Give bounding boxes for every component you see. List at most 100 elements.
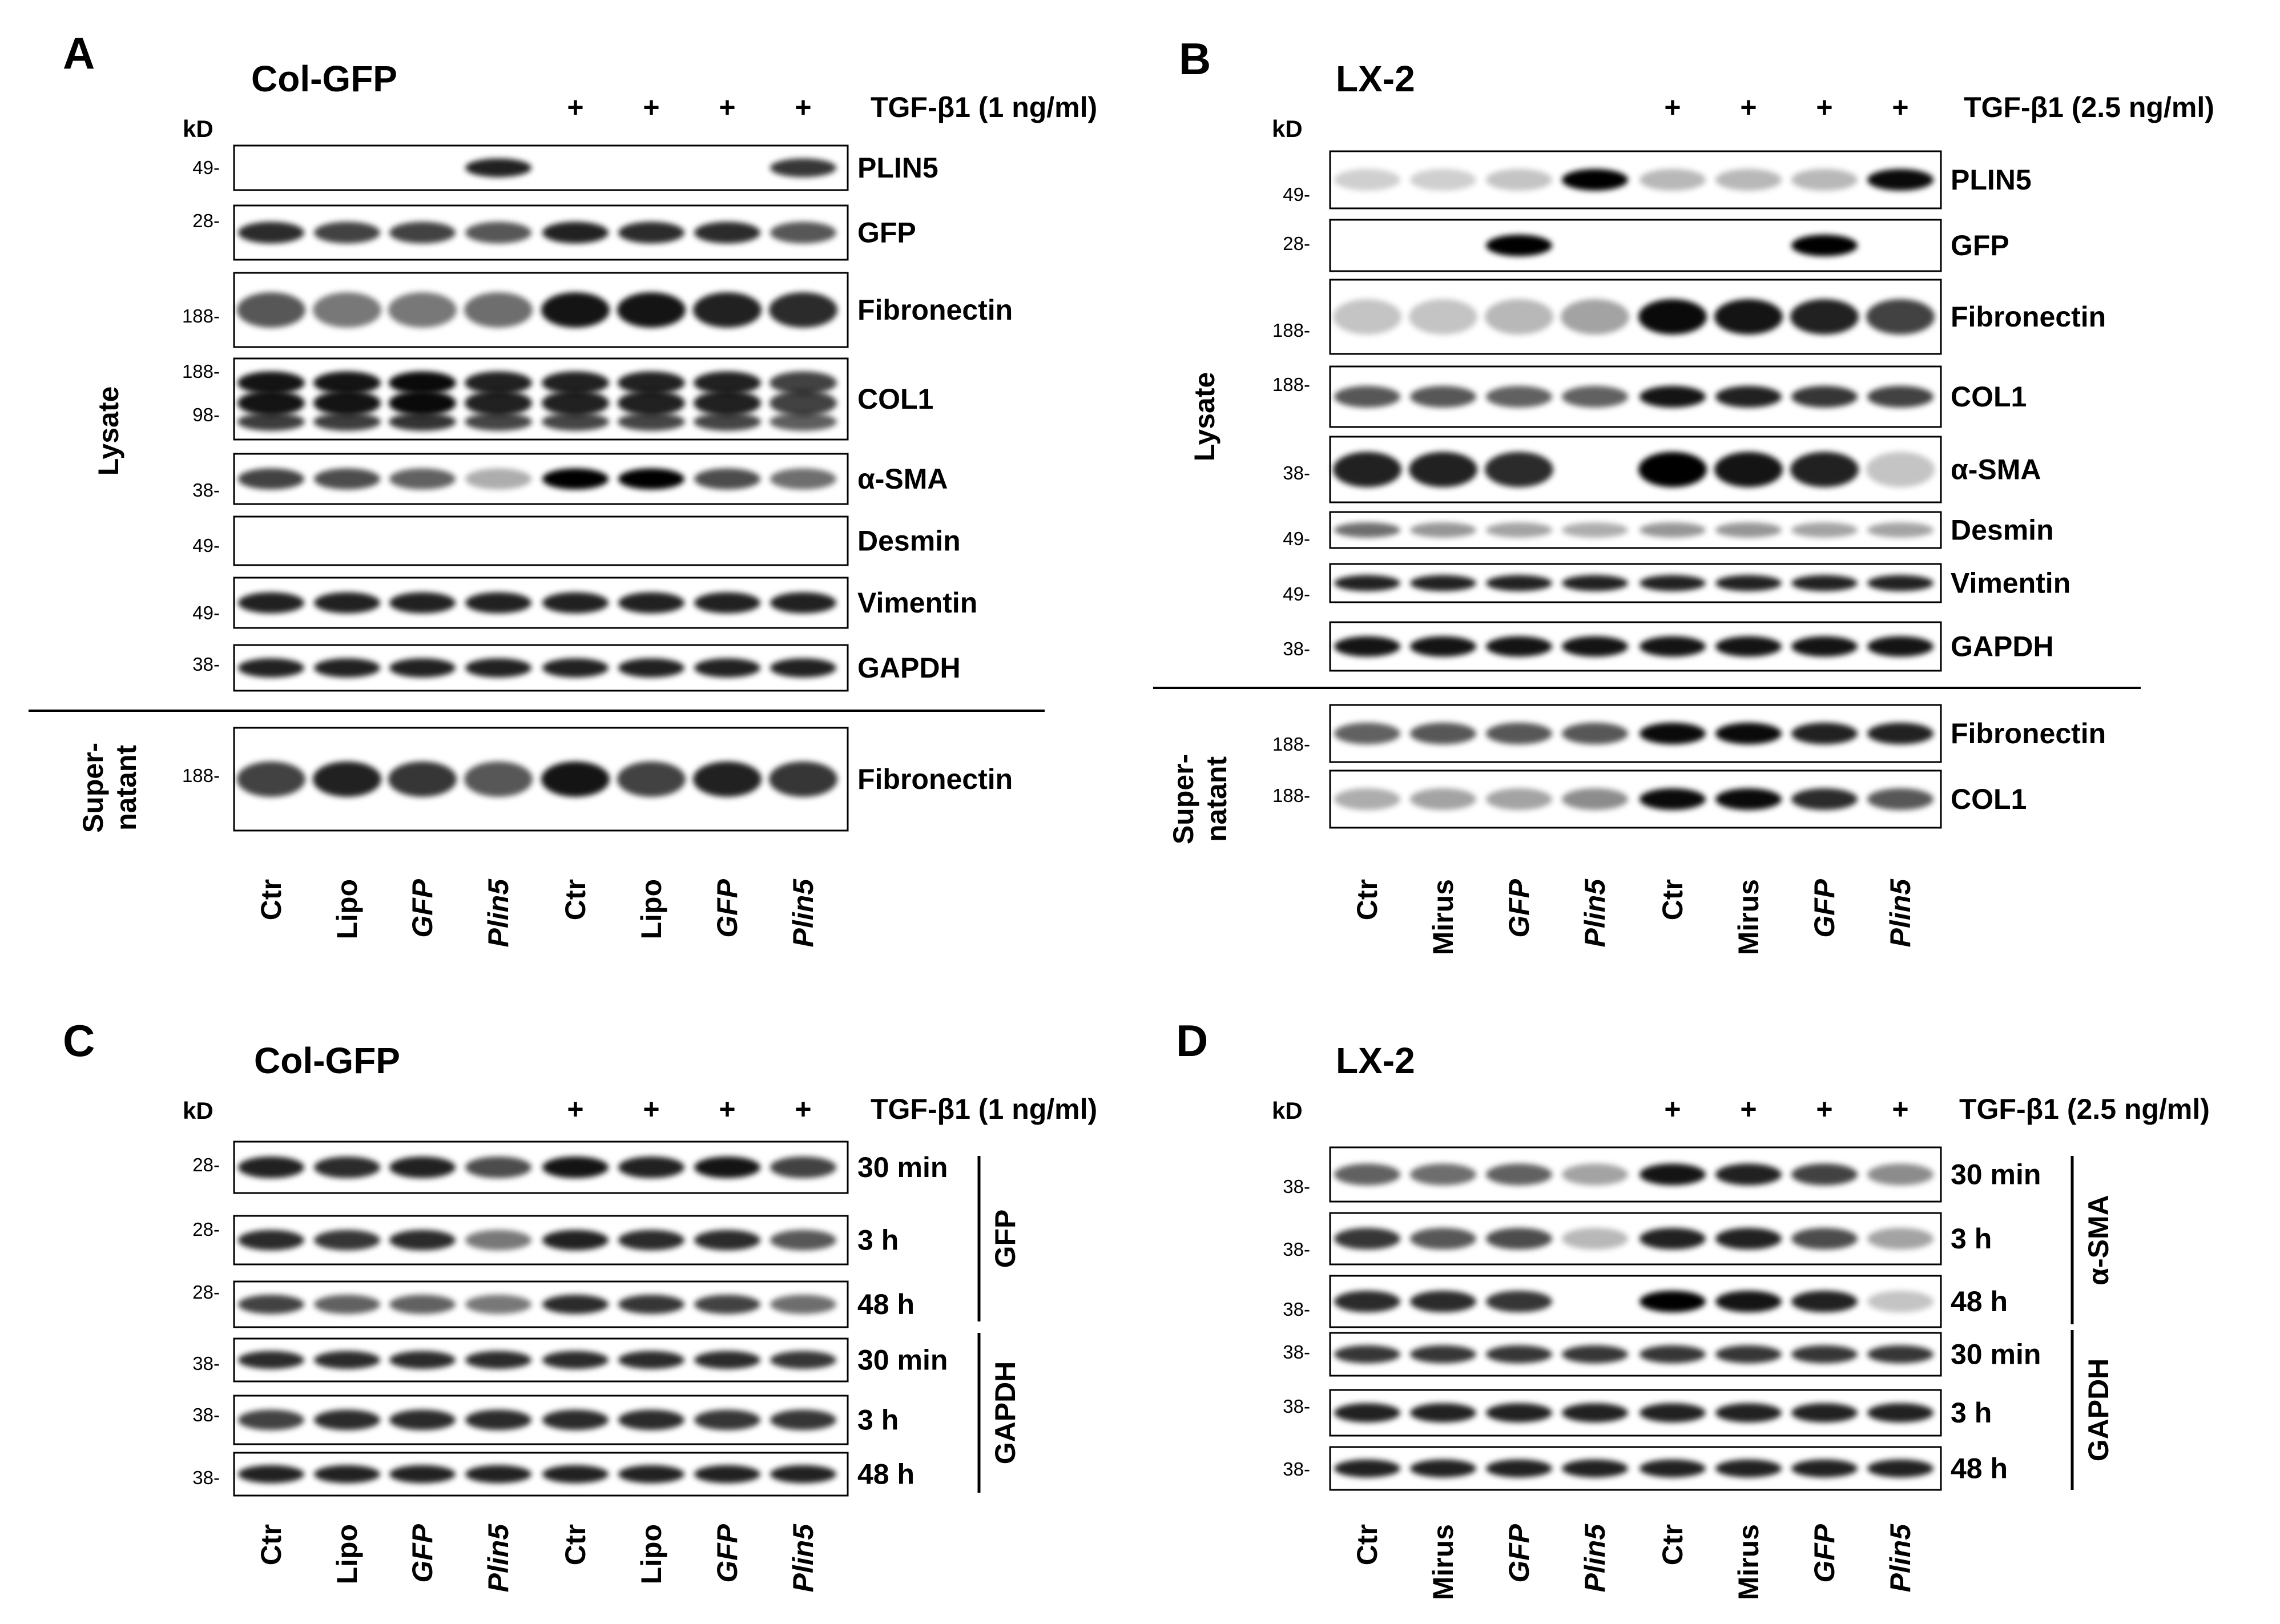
band: [770, 1465, 836, 1484]
mw-marker: 28-: [192, 1219, 220, 1240]
band: [1410, 1228, 1476, 1250]
band: [1867, 636, 1933, 657]
band: [314, 658, 380, 678]
blot-strip: GFP 28-: [1283, 219, 2009, 272]
band: [618, 1230, 684, 1251]
band: [465, 390, 532, 416]
band: [618, 592, 684, 614]
band: [1639, 1345, 1706, 1364]
band: [1715, 1291, 1782, 1312]
blot-label: Desmin: [1951, 514, 2054, 546]
band: [1561, 299, 1629, 335]
band: [1715, 522, 1782, 538]
band: [770, 158, 836, 178]
band: [464, 292, 533, 328]
band: [694, 1156, 760, 1178]
lane-label: GFP: [1503, 1524, 1535, 1582]
band: [465, 371, 532, 394]
band: [618, 1465, 684, 1484]
band: [1410, 788, 1476, 810]
band: [1486, 169, 1552, 191]
band: [1562, 1459, 1628, 1478]
band: [465, 1409, 531, 1430]
band: [237, 371, 305, 394]
mw-marker: 28-: [1283, 233, 1310, 254]
section-label: Super-natant: [77, 743, 142, 833]
band: [314, 1409, 380, 1430]
blot-label: GFP: [857, 217, 916, 249]
lane-label: Mirus: [1733, 879, 1765, 955]
lane-label: Lipo: [331, 879, 363, 940]
band: [1715, 788, 1782, 810]
band: [1562, 1228, 1628, 1250]
blot-label: 3 h: [1951, 1223, 1992, 1255]
blot-frame: [233, 144, 849, 191]
band: [1639, 522, 1706, 538]
band: [238, 1409, 304, 1430]
lane-label: Mirus: [1427, 1524, 1459, 1600]
band: [1562, 1163, 1628, 1186]
blot-strip: Fibronectin 188-: [182, 727, 1013, 832]
blot-label: Desmin: [857, 525, 961, 557]
band: [1715, 169, 1782, 191]
band: [389, 592, 456, 614]
panel-letter: D: [1176, 1015, 1208, 1066]
band: [1715, 1345, 1782, 1364]
treatment-label: TGF-β1 (2.5 ng/ml): [1959, 1093, 2210, 1125]
blot-strip: α-SMA 38-: [1283, 436, 2041, 503]
band: [314, 592, 380, 614]
panel-letter: C: [63, 1015, 95, 1066]
lane-label: Plin5: [1884, 879, 1916, 948]
blot-label: Fibronectin: [1951, 718, 2106, 749]
band: [1715, 1163, 1782, 1186]
lane-label: Plin5: [482, 1524, 514, 1593]
treatment-plus: +: [719, 91, 735, 123]
band: [770, 468, 836, 490]
blot-strip: Desmin 49-: [1283, 511, 2054, 549]
band: [1334, 169, 1400, 191]
mw-marker: 38-: [192, 654, 220, 675]
band: [1562, 386, 1628, 408]
blot-label: GAPDH: [1951, 631, 2054, 663]
band: [389, 1295, 456, 1314]
band: [542, 658, 609, 678]
band: [388, 761, 457, 797]
band: [618, 658, 684, 678]
band: [1562, 575, 1628, 591]
band: [694, 221, 760, 244]
blot-strip: 30 min 38-: [1283, 1332, 2041, 1377]
lane-label: GFP: [1808, 1524, 1840, 1582]
band: [1639, 169, 1706, 191]
band: [1867, 386, 1933, 408]
lane-label: GFP: [711, 1524, 743, 1582]
blot-label: Fibronectin: [1951, 301, 2106, 333]
band: [694, 468, 760, 490]
panel-a: A Col-GFP kD + + + + TGF-β1 (1 ng/ml) PLIN5 49- GF…: [29, 28, 1097, 947]
blot-strip: PLIN5 49-: [192, 144, 938, 191]
lane-label: GFP: [711, 879, 743, 937]
band: [465, 1156, 531, 1178]
blot-strip: 3 h 38-: [192, 1395, 899, 1445]
blot-label: PLIN5: [1951, 164, 2032, 196]
band: [1410, 386, 1476, 408]
blot-label: COL1: [1951, 381, 2027, 413]
band: [1410, 169, 1476, 191]
band: [1639, 636, 1706, 657]
section-label: Lysate: [92, 386, 124, 476]
blot-strip: 48 h 38-: [1283, 1446, 2008, 1491]
band: [1334, 1228, 1400, 1250]
group-label: GAPDH: [2082, 1359, 2114, 1462]
lane-label: Ctr: [559, 879, 591, 920]
mw-marker: 38-: [192, 479, 220, 501]
band: [770, 371, 837, 394]
blot-label: 30 min: [1951, 1339, 2041, 1371]
panel-letter: A: [63, 28, 95, 78]
band: [1714, 299, 1783, 335]
blot-label: 48 h: [1951, 1286, 2008, 1317]
band: [617, 292, 686, 328]
band: [389, 1409, 456, 1430]
treatment-plus: +: [1816, 91, 1832, 123]
band: [465, 221, 531, 244]
band: [1639, 1163, 1706, 1186]
kd-header: kD: [1272, 115, 1303, 142]
